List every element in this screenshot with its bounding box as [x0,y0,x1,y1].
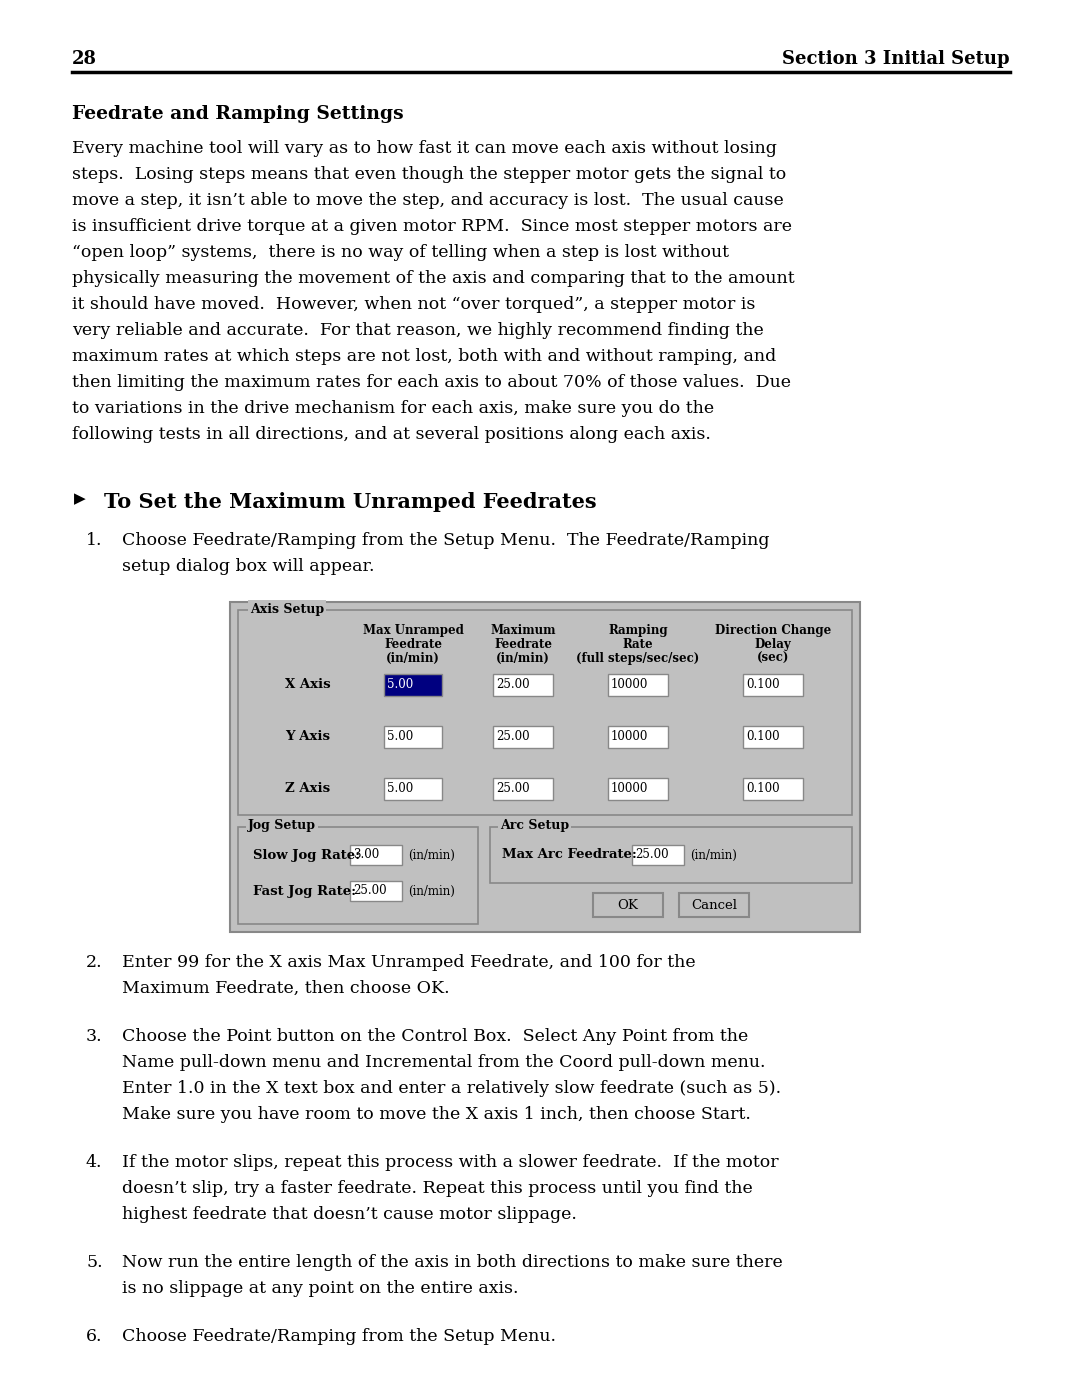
FancyBboxPatch shape [384,778,442,800]
Text: Make sure you have room to move the X axis 1 inch, then choose Start.: Make sure you have room to move the X ax… [122,1106,751,1123]
Text: 5.00: 5.00 [387,782,414,795]
Text: 10000: 10000 [611,782,648,795]
Text: Slow Jog Rate:: Slow Jog Rate: [253,848,360,862]
Text: Cancel: Cancel [691,898,737,912]
Text: 6.: 6. [86,1329,103,1345]
Text: Enter 99 for the X axis Max Unramped Feedrate, and 100 for the: Enter 99 for the X axis Max Unramped Fee… [122,954,696,971]
Text: (sec): (sec) [757,652,789,665]
FancyBboxPatch shape [490,827,852,883]
Text: Choose the Point button on the Control Box.  Select Any Point from the: Choose the Point button on the Control B… [122,1028,748,1045]
Text: Choose Feedrate/Ramping from the Setup Menu.: Choose Feedrate/Ramping from the Setup M… [122,1329,556,1345]
Text: move a step, it isn’t able to move the step, and accuracy is lost.  The usual ca: move a step, it isn’t able to move the s… [72,191,784,210]
Text: 4.: 4. [86,1154,103,1171]
Text: is insufficient drive torque at a given motor RPM.  Since most stepper motors ar: is insufficient drive torque at a given … [72,218,792,235]
Text: 28: 28 [72,50,97,68]
Text: 0.100: 0.100 [746,731,780,743]
Text: Max Arc Feedrate:: Max Arc Feedrate: [502,848,637,862]
FancyBboxPatch shape [743,726,804,747]
Text: very reliable and accurate.  For that reason, we highly recommend finding the: very reliable and accurate. For that rea… [72,321,764,339]
Text: (in/min): (in/min) [408,848,455,862]
FancyBboxPatch shape [608,778,669,800]
Text: (in/min): (in/min) [408,884,455,897]
Text: 0.100: 0.100 [746,679,780,692]
Text: OK: OK [618,898,638,912]
Text: Direction Change: Direction Change [715,624,832,637]
Text: 3.00: 3.00 [353,848,379,862]
FancyBboxPatch shape [350,845,402,865]
FancyBboxPatch shape [492,673,553,696]
FancyBboxPatch shape [384,673,442,696]
Text: Maximum: Maximum [490,624,556,637]
Text: Name pull-down menu and Incremental from the Coord pull-down menu.: Name pull-down menu and Incremental from… [122,1053,766,1071]
Text: (in/min): (in/min) [690,848,737,862]
Text: If the motor slips, repeat this process with a slower feedrate.  If the motor: If the motor slips, repeat this process … [122,1154,779,1171]
Text: to variations in the drive mechanism for each axis, make sure you do the: to variations in the drive mechanism for… [72,400,714,416]
Text: Feedrate: Feedrate [494,638,552,651]
Text: setup dialog box will appear.: setup dialog box will appear. [122,557,375,576]
Text: Axis Setup: Axis Setup [249,602,324,616]
Text: 5.00: 5.00 [387,731,414,743]
FancyBboxPatch shape [743,673,804,696]
Text: Y Axis: Y Axis [285,731,330,743]
Text: (in/min): (in/min) [386,652,440,665]
Text: Now run the entire length of the axis in both directions to make sure there: Now run the entire length of the axis in… [122,1255,783,1271]
FancyBboxPatch shape [632,845,684,865]
FancyBboxPatch shape [608,726,669,747]
Text: X Axis: X Axis [285,679,330,692]
Text: Every machine tool will vary as to how fast it can move each axis without losing: Every machine tool will vary as to how f… [72,140,777,156]
Text: Choose Feedrate/Ramping from the Setup Menu.  The Feedrate/Ramping: Choose Feedrate/Ramping from the Setup M… [122,532,769,549]
Text: (full steps/sec/sec): (full steps/sec/sec) [577,652,700,665]
Text: 5.: 5. [86,1255,103,1271]
Text: 25.00: 25.00 [353,884,387,897]
Text: ▶: ▶ [75,492,85,506]
FancyBboxPatch shape [230,602,860,932]
Text: 10000: 10000 [611,679,648,692]
Text: 25.00: 25.00 [635,848,669,862]
Text: then limiting the maximum rates for each axis to about 70% of those values.  Due: then limiting the maximum rates for each… [72,374,791,391]
Text: 5.00: 5.00 [387,679,414,692]
Text: 0.100: 0.100 [746,782,780,795]
Text: Section 3 Initial Setup: Section 3 Initial Setup [782,50,1010,68]
Text: Z Axis: Z Axis [285,782,330,795]
Text: Arc Setup: Arc Setup [500,820,569,833]
FancyBboxPatch shape [492,778,553,800]
Text: is no slippage at any point on the entire axis.: is no slippage at any point on the entir… [122,1280,518,1296]
Text: Fast Jog Rate:: Fast Jog Rate: [253,884,356,897]
FancyBboxPatch shape [679,893,750,918]
Text: Enter 1.0 in the X text box and enter a relatively slow feedrate (such as 5).: Enter 1.0 in the X text box and enter a … [122,1080,781,1097]
Text: Rate: Rate [623,638,653,651]
Text: Delay: Delay [755,638,792,651]
Text: it should have moved.  However, when not “over torqued”, a stepper motor is: it should have moved. However, when not … [72,296,755,313]
Text: 2.: 2. [86,954,103,971]
Text: highest feedrate that doesn’t cause motor slippage.: highest feedrate that doesn’t cause moto… [122,1206,577,1222]
FancyBboxPatch shape [743,778,804,800]
FancyBboxPatch shape [492,726,553,747]
Text: physically measuring the movement of the axis and comparing that to the amount: physically measuring the movement of the… [72,270,795,286]
Text: 25.00: 25.00 [496,679,529,692]
Text: following tests in all directions, and at several positions along each axis.: following tests in all directions, and a… [72,426,711,443]
FancyBboxPatch shape [608,673,669,696]
Text: maximum rates at which steps are not lost, both with and without ramping, and: maximum rates at which steps are not los… [72,348,777,365]
Text: Maximum Feedrate, then choose OK.: Maximum Feedrate, then choose OK. [122,981,449,997]
Text: steps.  Losing steps means that even though the stepper motor gets the signal to: steps. Losing steps means that even thou… [72,166,786,183]
Text: To Set the Maximum Unramped Feedrates: To Set the Maximum Unramped Feedrates [104,492,596,511]
Text: Ramping: Ramping [608,624,667,637]
Text: Jog Setup: Jog Setup [248,820,316,833]
Text: 10000: 10000 [611,731,648,743]
FancyBboxPatch shape [384,726,442,747]
FancyBboxPatch shape [350,882,402,901]
FancyBboxPatch shape [238,827,478,923]
Text: Feedrate and Ramping Settings: Feedrate and Ramping Settings [72,105,404,123]
FancyBboxPatch shape [593,893,663,918]
Text: “open loop” systems,  there is no way of telling when a step is lost without: “open loop” systems, there is no way of … [72,244,729,261]
Text: Max Unramped: Max Unramped [363,624,463,637]
Text: 1.: 1. [86,532,103,549]
Text: (in/min): (in/min) [496,652,550,665]
Text: 3.: 3. [86,1028,103,1045]
Text: doesn’t slip, try a faster feedrate. Repeat this process until you find the: doesn’t slip, try a faster feedrate. Rep… [122,1180,753,1197]
FancyBboxPatch shape [238,610,852,814]
Text: Feedrate: Feedrate [384,638,442,651]
Text: 25.00: 25.00 [496,782,529,795]
Text: 25.00: 25.00 [496,731,529,743]
